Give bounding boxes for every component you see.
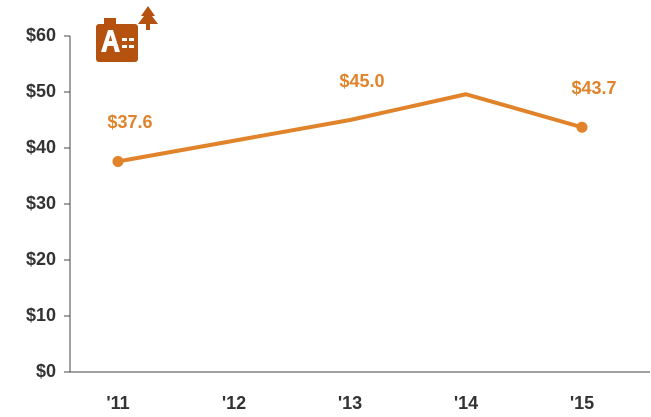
data-label: $37.6 [107,112,152,132]
y-tick-label: $10 [26,305,56,325]
y-tick-label: $30 [26,193,56,213]
y-tick-label: $20 [26,249,56,269]
x-tick-label: '11 [106,393,129,413]
marker [576,121,588,133]
x-tick-label: '14 [454,393,478,413]
marker [112,155,124,167]
y-tick-label: $50 [26,81,56,101]
x-tick-label: '12 [222,393,246,413]
x-tick-label: '15 [570,393,594,413]
x-tick-label: '13 [338,393,362,413]
icon [96,6,158,62]
y-tick-label: $0 [36,361,56,381]
data-label: $45.0 [339,71,384,91]
data-label: $43.7 [571,78,616,98]
y-tick-label: $60 [26,25,56,45]
line [117,92,583,164]
y-tick-label: $40 [26,137,56,157]
